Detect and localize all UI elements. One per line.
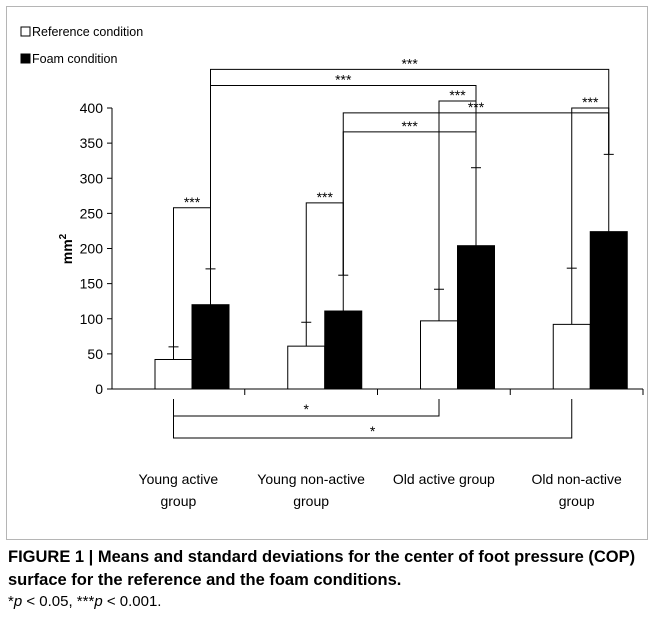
caption-significance-note: *p < 0.05, ***p < 0.001. [8, 593, 161, 610]
bar-foam [191, 304, 230, 390]
significance-label: *** [335, 72, 352, 88]
x-category-label: Old non-active [531, 471, 621, 487]
significance-annotations: *** ****** ***************** [173, 55, 610, 439]
bars [154, 153, 628, 390]
y-tick-label: 250 [80, 205, 104, 221]
legend-swatch-reference [20, 26, 31, 37]
bar-reference [552, 323, 591, 390]
note-part-1: * [8, 593, 14, 610]
axes: 0 50 100 150 200 250 300 350 400 mm2 Young active g… [58, 100, 644, 509]
x-category-label: Old active group [393, 471, 495, 487]
y-tick-label: 300 [80, 170, 104, 186]
x-category-label: Young non-active [257, 471, 365, 487]
x-category-label: group [293, 493, 329, 509]
y-tick-label: 50 [87, 346, 103, 362]
legend-swatch-foam [20, 53, 31, 64]
legend-label: Foam condition [32, 52, 118, 66]
y-tick-label: 400 [80, 100, 104, 116]
significance-bracket [305, 202, 344, 323]
legend-label: Reference condition [32, 25, 143, 39]
note-part-2: p [13, 593, 23, 610]
y-tick-label: 0 [95, 381, 103, 397]
bar-reference [154, 358, 193, 390]
y-tick-label: 200 [80, 241, 104, 257]
significance-bracket-below [173, 399, 573, 439]
y-axis-label: mm2 [58, 233, 75, 264]
legend: Reference condition Foam condition [20, 25, 143, 66]
note-part-4: p [94, 593, 103, 610]
y-tick-label: 150 [80, 276, 104, 292]
significance-label: *** [401, 118, 418, 134]
significance-label: * [304, 401, 310, 417]
significance-label: *** [449, 87, 466, 103]
significance-label: *** [401, 55, 418, 71]
note-part-3: < 0.05, *** [22, 593, 95, 610]
bar-chart: 0 50 100 150 200 250 300 350 400 mm2 Young active g… [20, 25, 644, 509]
x-category-label: Young active [139, 471, 219, 487]
significance-label: * [370, 423, 376, 439]
x-category-label: group [559, 493, 595, 509]
figure-frame [6, 6, 648, 540]
y-tick-label: 350 [80, 135, 104, 151]
bar-reference [420, 320, 458, 390]
significance-label: *** [317, 189, 334, 205]
y-tick-label: 100 [80, 311, 104, 327]
significance-label: *** [184, 194, 201, 210]
significance-bracket [342, 131, 477, 276]
significance-bracket [210, 68, 610, 269]
bar-foam [324, 310, 363, 390]
bar-reference [287, 345, 326, 390]
bar-foam [457, 245, 495, 390]
bar-foam [589, 231, 628, 390]
significance-label: *** [582, 94, 599, 110]
caption-title: FIGURE 1 | Means and standard deviations… [8, 548, 636, 589]
note-part-5: < 0.001. [102, 593, 162, 610]
x-category-label: group [160, 493, 196, 509]
figure-caption: FIGURE 1 | Means and standard deviations… [8, 546, 648, 592]
